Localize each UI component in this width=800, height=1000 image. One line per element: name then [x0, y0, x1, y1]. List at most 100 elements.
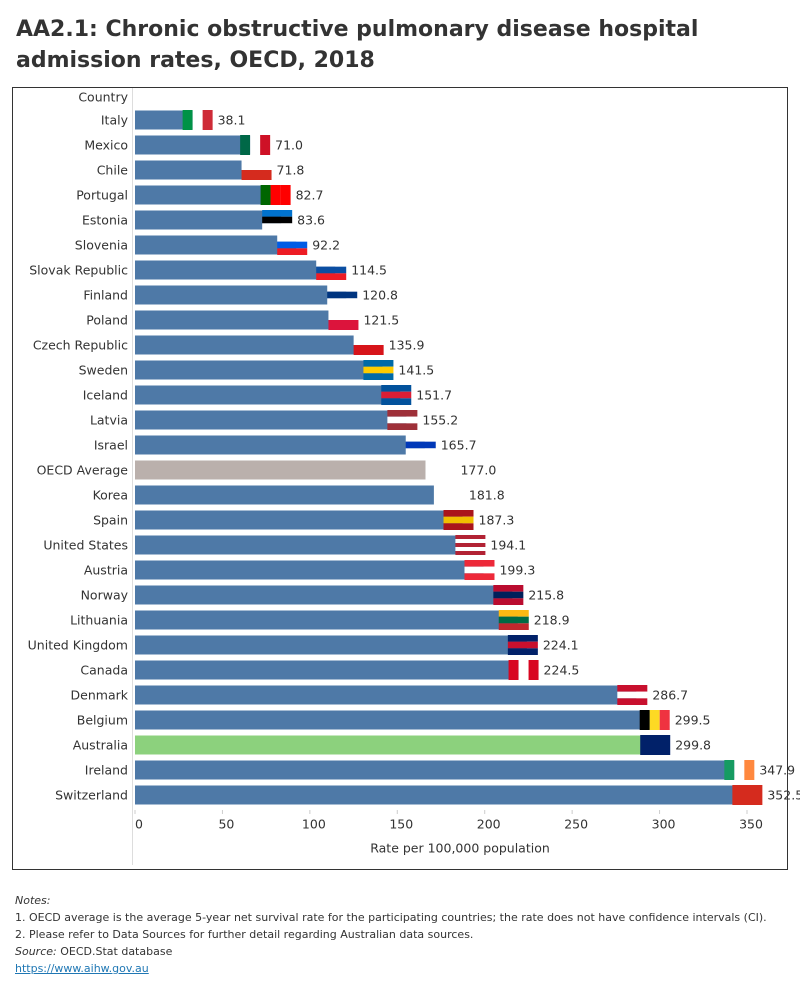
bar — [135, 760, 744, 780]
flag — [250, 135, 261, 155]
flag — [316, 260, 347, 267]
y-tick-label: United States — [43, 538, 128, 553]
value-label: 299.5 — [675, 713, 711, 728]
flag — [387, 410, 418, 417]
flag — [260, 135, 271, 155]
y-tick-label: Israel — [94, 438, 128, 453]
chart-title: AA2.1: Chronic obstructive pulmonary dis… — [16, 17, 699, 73]
value-label: 151.7 — [416, 388, 452, 403]
y-tick-label: Canada — [80, 663, 128, 678]
flag — [617, 698, 648, 705]
flag — [405, 435, 436, 442]
bar — [135, 410, 407, 430]
flag — [464, 560, 495, 567]
notes-heading: Notes: — [15, 894, 51, 907]
bar — [135, 560, 484, 580]
flag — [363, 366, 394, 374]
bar — [135, 485, 453, 505]
flag — [241, 170, 272, 180]
value-label: 38.1 — [218, 113, 246, 128]
y-tick-label: Chile — [97, 163, 129, 178]
flag — [464, 573, 495, 580]
flag — [734, 760, 745, 780]
flag — [518, 660, 529, 680]
bar — [135, 685, 637, 705]
value-label: 187.3 — [479, 513, 515, 528]
x-tick-label: 50 — [218, 817, 234, 832]
flag — [202, 110, 213, 130]
value-label: 181.8 — [469, 488, 505, 503]
flag — [639, 710, 650, 730]
bar — [135, 260, 336, 280]
flag — [455, 551, 486, 555]
bar — [135, 510, 463, 530]
flag — [277, 235, 308, 242]
y-tick-label: Korea — [93, 488, 128, 503]
flag — [649, 710, 660, 730]
bar — [135, 185, 280, 205]
x-tick-label: 300 — [652, 817, 676, 832]
flag — [455, 535, 486, 539]
y-tick-label: Czech Republic — [33, 338, 128, 353]
source-label: Source: — [15, 945, 57, 958]
flag — [507, 641, 538, 649]
y-tick-label: Portugal — [76, 188, 128, 203]
x-tick-label: 100 — [302, 817, 326, 832]
value-label: 224.5 — [544, 663, 580, 678]
bar — [135, 535, 475, 555]
y-tick-label: Slovenia — [75, 238, 128, 253]
flag — [464, 566, 495, 574]
value-label: 155.2 — [422, 413, 458, 428]
y-tick-label: Estonia — [82, 213, 128, 228]
flag — [425, 460, 456, 480]
value-label: 177.0 — [460, 463, 496, 478]
y-tick-label: Austria — [84, 563, 128, 578]
flag — [353, 335, 384, 345]
flag — [493, 591, 524, 599]
value-label: 120.8 — [362, 288, 398, 303]
flag — [405, 448, 436, 455]
bar — [135, 235, 297, 255]
value-label: 347.9 — [759, 763, 795, 778]
value-label: 82.7 — [296, 188, 324, 203]
value-label: 352.5 — [767, 788, 800, 803]
source: OECD.Stat database — [60, 945, 173, 958]
value-label: 121.5 — [363, 313, 399, 328]
y-tick-label: Lithuania — [70, 613, 128, 628]
value-label: 194.1 — [490, 538, 526, 553]
flag — [507, 648, 538, 655]
value-label: 135.9 — [389, 338, 425, 353]
flag — [455, 539, 486, 543]
bar — [135, 385, 401, 405]
flag — [381, 385, 412, 392]
flag — [732, 785, 763, 805]
bar — [135, 660, 528, 680]
bar — [135, 710, 659, 730]
bar — [135, 210, 282, 230]
value-label: 71.0 — [275, 138, 303, 153]
flag — [405, 441, 436, 449]
flag — [262, 223, 293, 230]
bar — [135, 435, 425, 455]
link[interactable]: https://www.aihw.gov.au — [15, 962, 149, 975]
bar — [135, 360, 383, 380]
value-label: 165.7 — [441, 438, 477, 453]
flag — [192, 110, 203, 130]
y-tick-label: United Kingdom — [28, 638, 128, 653]
flag — [327, 291, 358, 299]
x-tick-label: 350 — [739, 817, 763, 832]
flag — [498, 623, 529, 630]
y-tick-label: Switzerland — [55, 788, 128, 803]
flag — [433, 485, 464, 505]
flag — [498, 610, 529, 617]
flag — [328, 310, 359, 320]
flag — [277, 248, 308, 255]
chart: Country Rate per 100,000 population 0 50 1… — [12, 87, 800, 870]
flag — [353, 345, 384, 355]
y-tick-label: Finland — [83, 288, 128, 303]
value-label: 114.5 — [351, 263, 387, 278]
flag — [640, 735, 671, 755]
flag — [528, 660, 539, 680]
frame — [12, 87, 788, 870]
